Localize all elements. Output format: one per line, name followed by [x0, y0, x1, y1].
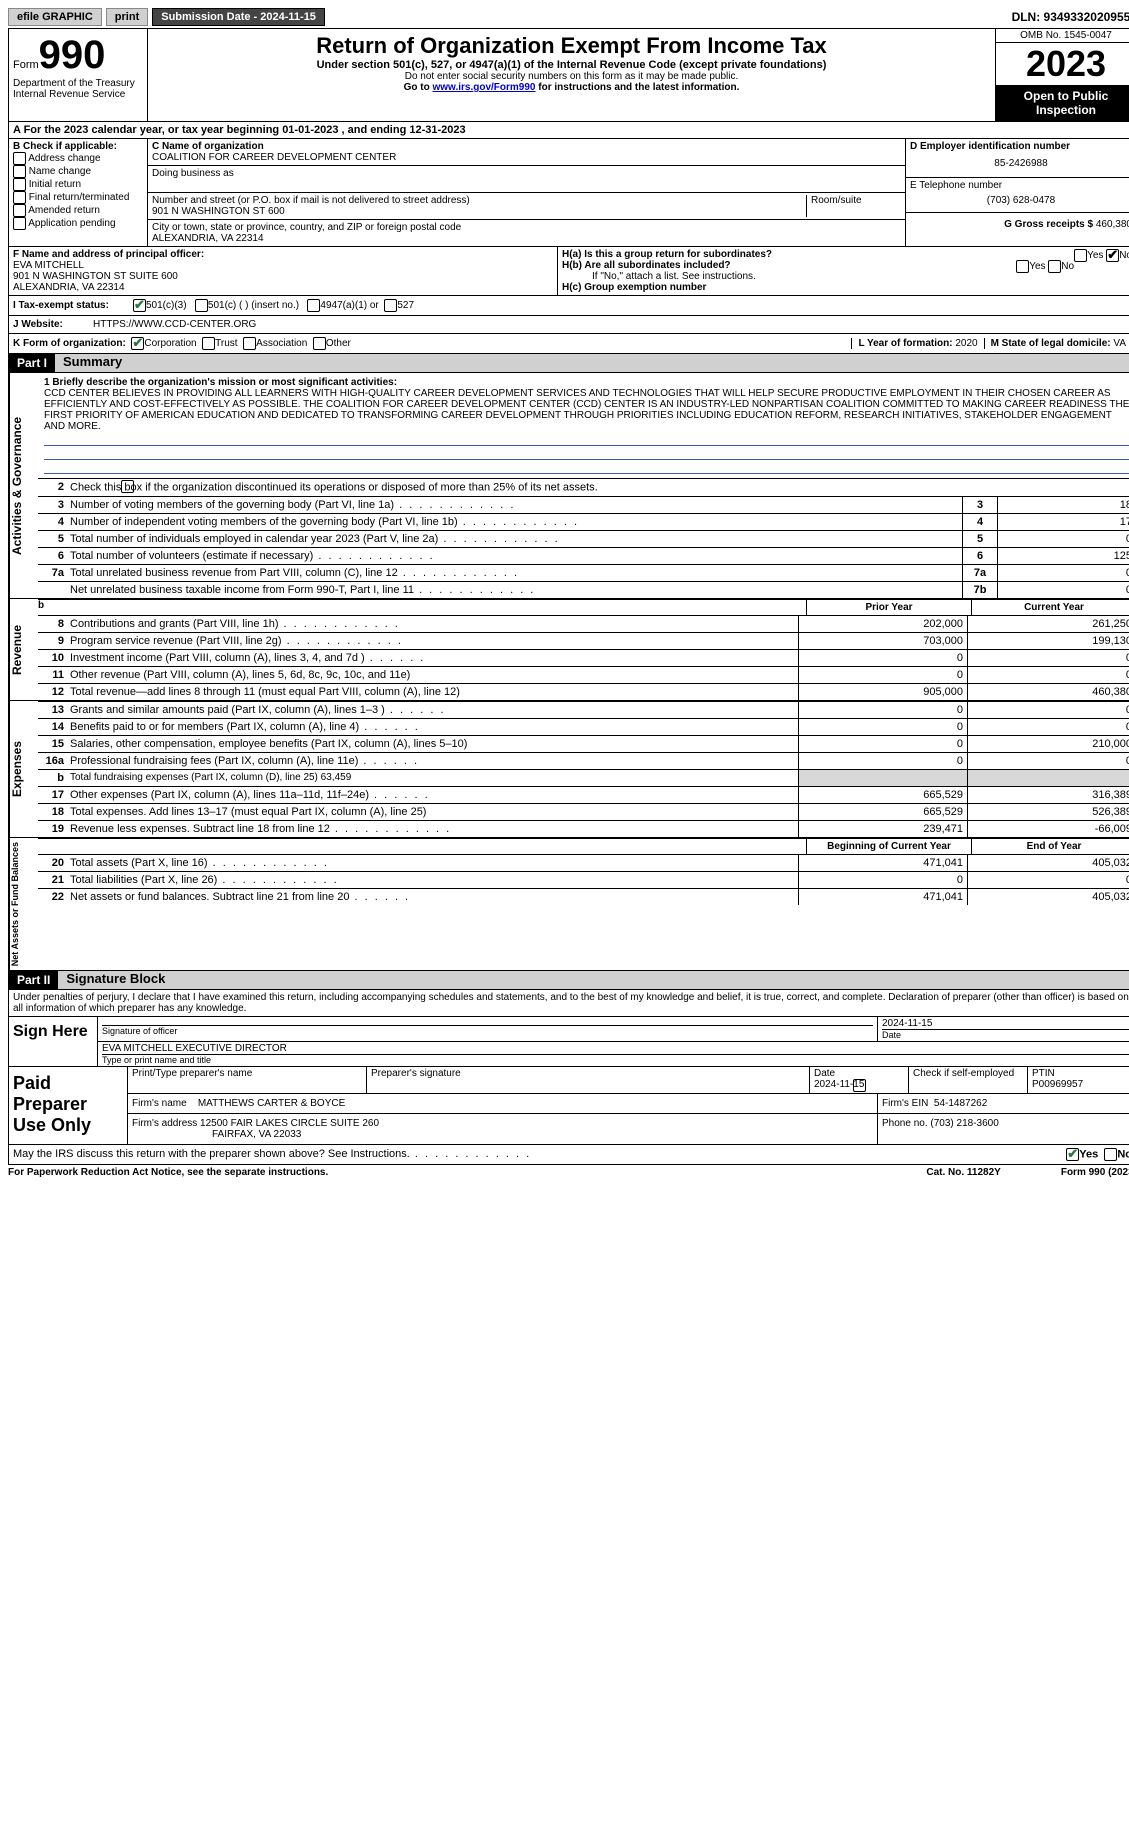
hc-label: H(c) Group exemption number — [562, 282, 1129, 293]
checkbox-discuss-yes[interactable] — [1066, 1148, 1079, 1161]
room-suite-label: Room/suite — [806, 195, 901, 217]
form-label: Form — [13, 59, 39, 71]
checkbox-line2[interactable] — [121, 480, 134, 493]
side-label-nab: Net Assets or Fund Balances — [9, 838, 38, 970]
form-header: Form990 Department of the Treasury Inter… — [8, 28, 1129, 122]
net-assets-section: Net Assets or Fund Balances Beginning of… — [8, 838, 1129, 971]
checkbox-hb-no[interactable] — [1048, 260, 1061, 273]
tax-year: 2023 — [996, 43, 1129, 85]
efile-button[interactable]: efile GRAPHIC — [8, 8, 102, 26]
f-h-row: F Name and address of principal officer:… — [8, 247, 1129, 296]
sign-here-label: Sign Here — [9, 1017, 98, 1066]
row-j: J Website: HTTPS://WWW.CCD-CENTER.ORG — [8, 316, 1129, 334]
sign-here-row: Sign Here Signature of officer 2024-11-1… — [8, 1017, 1129, 1067]
ssn-note: Do not enter social security numbers on … — [152, 71, 991, 82]
perjury-statement: Under penalties of perjury, I declare th… — [8, 990, 1129, 1017]
city-state-zip: ALEXANDRIA, VA 22314 — [152, 233, 901, 244]
page-footer: For Paperwork Reduction Act Notice, see … — [8, 1165, 1129, 1180]
row-k: K Form of organization: Corporation Trus… — [8, 334, 1129, 354]
officer-name: EVA MITCHELL — [13, 260, 553, 271]
addr-label: Number and street (or P.O. box if mail i… — [152, 195, 806, 206]
checkbox-ha-yes[interactable] — [1074, 249, 1087, 262]
form-title: Return of Organization Exempt From Incom… — [152, 33, 991, 59]
omb-number: OMB No. 1545-0047 — [996, 29, 1129, 43]
officer-addr2: ALEXANDRIA, VA 22314 — [13, 282, 553, 293]
activities-governance: Activities & Governance 1 Briefly descri… — [8, 373, 1129, 599]
checkbox-4947[interactable] — [307, 299, 320, 312]
goto-suffix: for instructions and the latest informat… — [535, 82, 739, 93]
checkbox-self-employed[interactable] — [853, 1079, 866, 1092]
dln: DLN: 93493320209554 — [1012, 10, 1129, 24]
top-toolbar: efile GRAPHIC print Submission Date - 20… — [8, 8, 1129, 26]
checkbox-trust[interactable] — [202, 337, 215, 350]
checkbox-ha-no[interactable] — [1106, 249, 1119, 262]
print-button[interactable]: print — [106, 8, 148, 26]
sign-date: 2024-11-15 — [882, 1018, 1129, 1029]
part2-header: Part II — [9, 971, 58, 989]
box-e-label: E Telephone number — [910, 180, 1129, 191]
gross-receipts: 460,380 — [1096, 219, 1129, 230]
checkbox-501c[interactable] — [195, 299, 208, 312]
officer-name-title: EVA MITCHELL EXECUTIVE DIRECTOR — [102, 1043, 1129, 1054]
side-label-ag: Activities & Governance — [9, 373, 38, 598]
street-address: 901 N WASHINGTON ST 600 — [152, 206, 806, 217]
dept-treasury: Department of the Treasury — [13, 78, 143, 89]
org-name: COALITION FOR CAREER DEVELOPMENT CENTER — [152, 152, 901, 163]
checkbox-corp[interactable] — [131, 337, 144, 350]
dba-label: Doing business as — [152, 168, 901, 179]
officer-sig-label: Signature of officer — [102, 1025, 873, 1036]
mission-text: CCD CENTER BELIEVES IN PROVIDING ALL LEA… — [44, 388, 1129, 432]
officer-addr1: 901 N WASHINGTON ST SUITE 600 — [13, 271, 553, 282]
expenses-section: Expenses 13Grants and similar amounts pa… — [8, 701, 1129, 838]
paid-preparer-label: Paid Preparer Use Only — [9, 1067, 128, 1144]
open-inspection: Open to Public Inspection — [996, 85, 1129, 121]
checkbox-501c3[interactable] — [133, 299, 146, 312]
checkbox-assoc[interactable] — [243, 337, 256, 350]
checkbox-amended[interactable] — [13, 204, 26, 217]
irs-label: Internal Revenue Service — [13, 89, 143, 100]
phone: (703) 628-0478 — [910, 191, 1129, 210]
header-grid: B Check if applicable: Address change Na… — [8, 139, 1129, 247]
box-g-label: G Gross receipts $ — [1004, 219, 1093, 230]
box-f-label: F Name and address of principal officer: — [13, 249, 553, 260]
part1-header-row: Part I Summary — [8, 354, 1129, 373]
form-number: 990 — [39, 33, 106, 77]
ein: 85-2426988 — [910, 152, 1129, 175]
checkbox-other[interactable] — [313, 337, 326, 350]
checkbox-address-change[interactable] — [13, 152, 26, 165]
goto-prefix: Go to — [404, 82, 433, 93]
part2-header-row: Part II Signature Block — [8, 971, 1129, 990]
checkbox-527[interactable] — [384, 299, 397, 312]
website-url: HTTPS://WWW.CCD-CENTER.ORG — [93, 319, 256, 330]
checkbox-final-return[interactable] — [13, 191, 26, 204]
box-d-label: D Employer identification number — [910, 141, 1129, 152]
side-label-rev: Revenue — [9, 599, 38, 700]
discuss-row: May the IRS discuss this return with the… — [8, 1145, 1129, 1165]
checkbox-initial-return[interactable] — [13, 178, 26, 191]
part1-header: Part I — [9, 354, 55, 372]
checkbox-hb-yes[interactable] — [1016, 260, 1029, 273]
mission-label: 1 Briefly describe the organization's mi… — [44, 377, 1129, 388]
city-label: City or town, state or province, country… — [152, 222, 901, 233]
part1-title: Summary — [55, 354, 1129, 372]
part2-title: Signature Block — [58, 971, 1129, 989]
goto-link[interactable]: www.irs.gov/Form990 — [432, 82, 535, 93]
box-b-title: B Check if applicable: — [13, 141, 143, 152]
checkbox-name-change[interactable] — [13, 165, 26, 178]
submission-date: Submission Date - 2024-11-15 — [152, 8, 325, 26]
form-subtitle: Under section 501(c), 527, or 4947(a)(1)… — [152, 59, 991, 71]
checkbox-discuss-no[interactable] — [1104, 1148, 1117, 1161]
revenue-section: Revenue b Prior YearCurrent Year 8Contri… — [8, 599, 1129, 701]
section-a: A For the 2023 calendar year, or tax yea… — [8, 122, 1129, 139]
row-i: I Tax-exempt status: 501(c)(3) 501(c) ( … — [8, 296, 1129, 316]
box-c-label: C Name of organization — [152, 141, 901, 152]
paid-preparer-row: Paid Preparer Use Only Print/Type prepar… — [8, 1067, 1129, 1145]
checkbox-application-pending[interactable] — [13, 217, 26, 230]
side-label-exp: Expenses — [9, 701, 38, 837]
